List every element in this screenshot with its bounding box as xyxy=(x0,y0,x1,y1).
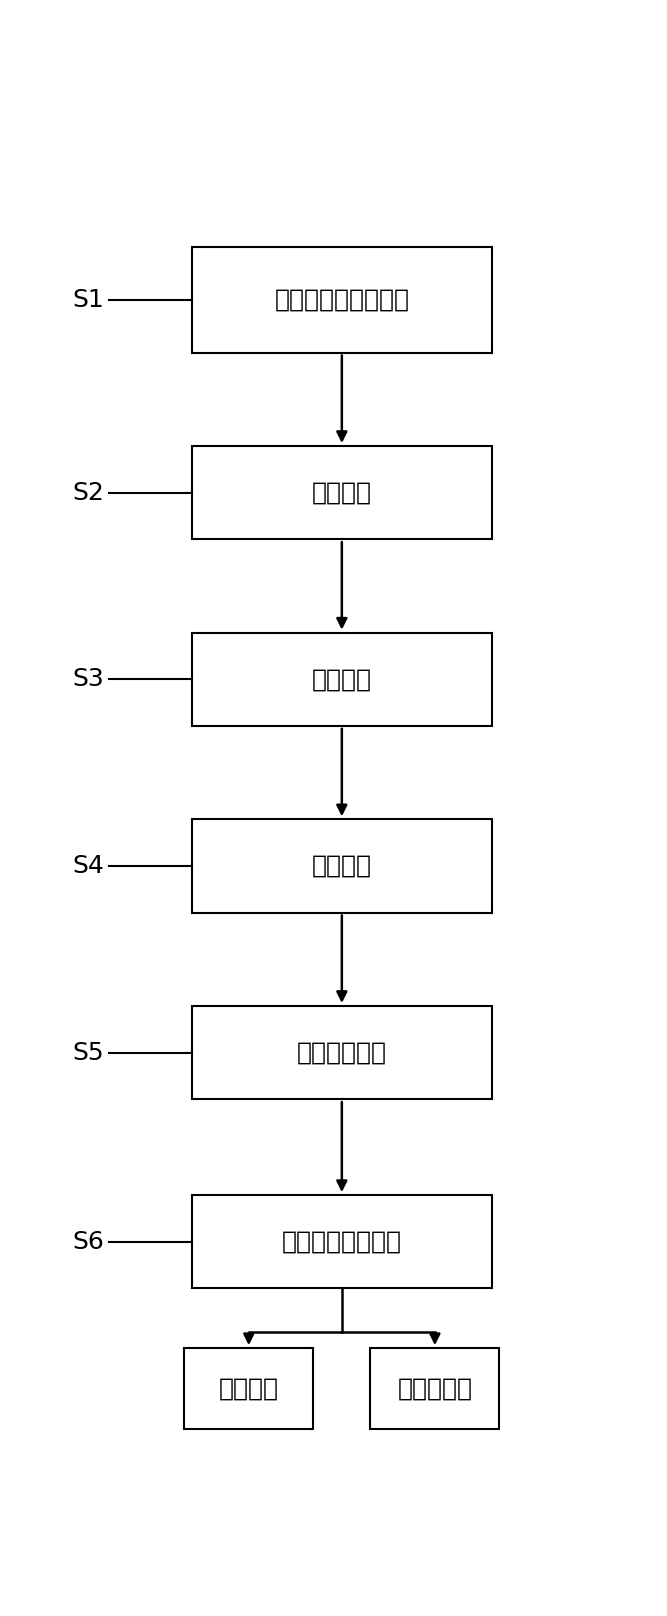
Text: S4: S4 xyxy=(72,853,104,877)
Bar xyxy=(192,632,492,726)
Text: S1: S1 xyxy=(72,288,104,312)
Text: S5: S5 xyxy=(73,1041,104,1065)
Text: 藻蓝蛋白: 藻蓝蛋白 xyxy=(219,1377,279,1401)
Text: S6: S6 xyxy=(72,1230,104,1254)
Bar xyxy=(370,1348,500,1429)
Text: 透析脱盐: 透析脱盐 xyxy=(312,853,372,877)
Bar xyxy=(192,1005,492,1099)
Bar xyxy=(192,819,492,913)
Bar xyxy=(192,247,492,352)
Text: 蓝藻破壁，固液分离: 蓝藻破壁，固液分离 xyxy=(274,288,410,312)
Bar xyxy=(192,446,492,540)
Text: 纤维素柱层析: 纤维素柱层析 xyxy=(297,1041,387,1065)
Text: S2: S2 xyxy=(72,480,104,504)
Text: 二步盐析: 二步盐析 xyxy=(312,667,372,692)
Text: S3: S3 xyxy=(72,667,104,692)
Text: 羟基磷灰石柱层析: 羟基磷灰石柱层析 xyxy=(282,1230,402,1254)
Text: 别藻蓝蛋白: 别藻蓝蛋白 xyxy=(398,1377,472,1401)
Text: 一步盐析: 一步盐析 xyxy=(312,480,372,504)
Bar xyxy=(184,1348,313,1429)
Bar xyxy=(192,1194,492,1288)
